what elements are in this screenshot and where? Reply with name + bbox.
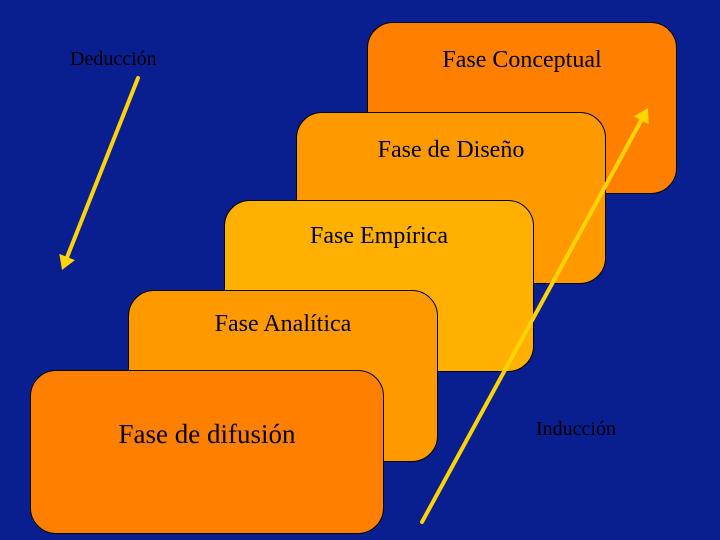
induccion-label: Inducción — [536, 418, 616, 441]
deduccion-label: Deducción — [70, 48, 157, 71]
induccion-arrow — [0, 0, 720, 540]
diagram-stage: Fase ConceptualFase de DiseñoFase Empíri… — [0, 0, 720, 540]
